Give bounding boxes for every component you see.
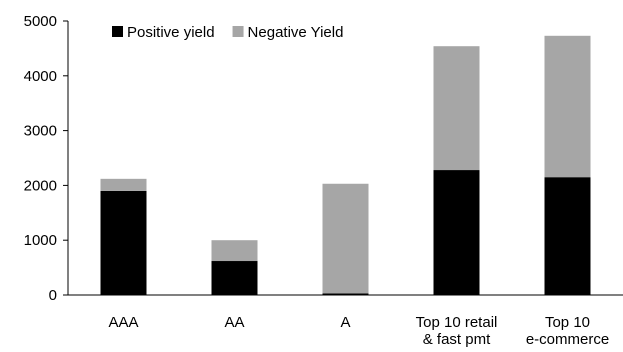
y-tick-label: 1000 — [24, 232, 57, 249]
x-tick-label: AA — [224, 314, 244, 331]
x-tick-label: A — [340, 314, 350, 331]
bar-segment — [211, 240, 258, 262]
y-tick-label: 5000 — [24, 13, 57, 30]
bar-segment — [433, 46, 480, 171]
y-tick-label: 0 — [49, 287, 57, 304]
bar-segment — [100, 178, 147, 191]
bar-segment — [544, 35, 591, 178]
y-tick-label: 4000 — [24, 68, 57, 85]
legend-swatch — [232, 26, 244, 37]
legend-label: Positive yield — [127, 24, 215, 41]
x-tick-label: Top 10 e-commerce — [526, 314, 609, 348]
bar-segment — [322, 293, 369, 295]
y-tick-label: 2000 — [24, 177, 57, 194]
bar-segment — [211, 261, 258, 295]
x-tick-label: AAA — [108, 314, 138, 331]
x-tick-label: Top 10 retail & fast pmt — [416, 314, 498, 348]
bar-segment — [433, 170, 480, 295]
bar-segment — [100, 190, 147, 295]
legend-label: Negative Yield — [248, 24, 344, 41]
y-tick-label: 3000 — [24, 123, 57, 140]
bar-segment — [322, 183, 369, 294]
bar-segment — [544, 177, 591, 295]
legend-swatch — [112, 26, 123, 37]
